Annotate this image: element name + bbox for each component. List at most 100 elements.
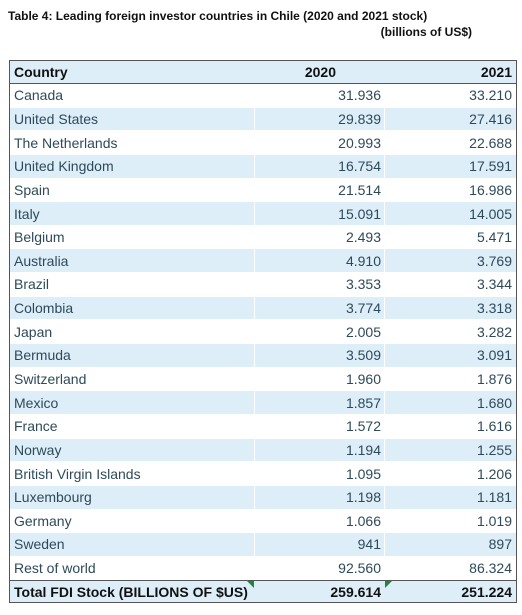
row-2021: 3.344 [384,273,516,296]
table-row: Italy 15.091 14.005 [10,202,516,226]
row-2021: 1.206 [384,462,516,485]
row-country: United Kingdom [14,158,114,175]
row-2020: 1.960 [254,367,384,391]
table-row: Spain 21.514 16.986 [10,178,516,203]
row-2020: 4.910 [254,249,384,273]
row-country: Mexico [14,394,59,411]
total-2021: 251.224 [384,581,516,603]
row-2020: 1.572 [254,414,384,438]
row-2020: 15.091 [254,202,384,225]
table-row: United States 29.839 27.416 [10,107,516,132]
row-2020: 1.198 [254,485,384,509]
table-row: Luxembourg 1.198 1.181 [10,485,516,510]
header-country: Country [14,64,68,80]
row-2021: 1.616 [384,414,516,438]
row-2021: 3.769 [384,249,516,273]
fdi-table: Country 2020 2021 Canada 31.936 33.210 Unit… [9,60,517,604]
row-country: Spain [14,181,50,198]
row-country: Luxembourg [14,489,92,506]
row-country: Switzerland [14,371,87,387]
table-header-row: Country 2020 2021 [10,61,516,84]
row-2021: 27.416 [384,107,516,131]
row-2020: 21.514 [254,178,384,202]
row-2021: 1.255 [384,438,516,462]
error-indicator-icon [385,581,392,589]
row-2020: 92.560 [254,556,384,580]
row-2020: 1.066 [254,509,384,533]
table-row: Norway 1.194 1.255 [10,438,516,463]
table-row: Rest of world 92.560 86.324 [10,556,516,581]
total-label: Total FDI Stock (BILLIONS OF $US) [14,583,248,600]
row-country: Rest of world [14,560,96,577]
row-2021: 1.181 [384,485,516,509]
row-2020: 1.194 [254,438,384,462]
row-country: British Virgin Islands [14,465,141,482]
table-row: British Virgin Islands 1.095 1.206 [10,462,516,486]
row-country: Canada [14,87,64,104]
row-country: Bermuda [14,347,71,364]
total-label-cell: Total FDI Stock (BILLIONS OF $US) [10,581,254,602]
row-country: Germany [14,512,72,529]
table-row: The Netherlands 20.993 22.688 [10,131,516,155]
row-2021: 17.591 [384,154,516,178]
row-country: Norway [14,441,62,458]
row-2020: 3.353 [254,273,384,296]
row-2021: 16.986 [384,178,516,202]
row-2021: 897 [384,533,516,556]
row-country: Sweden [14,536,65,553]
row-2021: 5.471 [384,225,516,249]
row-2021: 3.091 [384,344,516,367]
error-indicator-icon [247,581,254,589]
table-row: France 1.572 1.616 [10,414,516,439]
row-country: Italy [14,205,40,222]
row-2020: 2.493 [254,225,384,249]
total-2021-value: 251.224 [461,583,512,600]
table-row: Switzerland 1.960 1.876 [10,367,516,392]
table-row: Australia 4.910 3.769 [10,249,516,274]
row-2020: 29.839 [254,107,384,131]
row-2021: 1.680 [384,391,516,414]
row-country: Australia [14,252,69,269]
row-2021: 3.282 [384,320,516,344]
table-row: Belgium 2.493 5.471 [10,225,516,250]
table-row: Sweden 941 897 [10,533,516,557]
table-row: Brazil 3.353 3.344 [10,273,516,297]
row-country: United States [14,110,99,127]
row-country: Brazil [14,276,50,293]
row-2021: 14.005 [384,202,516,225]
header-2020: 2020 [254,61,384,83]
row-2021: 1.019 [384,509,516,533]
table-row: Mexico 1.857 1.680 [10,391,516,415]
row-2020: 31.936 [254,84,384,107]
table-row: Canada 31.936 33.210 [10,84,516,108]
row-2020: 20.993 [254,131,384,154]
row-2020: 3.509 [254,344,384,367]
row-country: The Netherlands [14,134,118,151]
row-country: Colombia [14,300,74,317]
total-2020: 259.614 [254,581,384,603]
table-title: Table 4: Leading foreign investor countr… [8,9,428,23]
row-2020: 1.857 [254,391,384,414]
table-row: Germany 1.066 1.019 [10,509,516,534]
row-2021: 1.876 [384,367,516,391]
table-row: Japan 2.005 3.282 [10,320,516,345]
row-country: Belgium [14,229,65,246]
row-2020: 941 [254,533,384,556]
row-2020: 1.095 [254,462,384,485]
total-row: Total FDI Stock (BILLIONS OF $US) 259.61… [10,580,516,604]
row-2020: 2.005 [254,320,384,344]
total-2020-value: 259.614 [330,583,381,600]
row-2021: 22.688 [384,131,516,154]
row-2021: 33.210 [384,84,516,107]
table-subtitle: (billions of US$) [380,25,472,39]
row-2020: 16.754 [254,154,384,178]
row-2020: 3.774 [254,296,384,320]
row-country: France [14,418,58,435]
row-2021: 3.318 [384,296,516,320]
row-country: Japan [14,323,53,340]
header-2021: 2021 [384,61,516,83]
table-row: Bermuda 3.509 3.091 [10,344,516,368]
table-row: Colombia 3.774 3.318 [10,296,516,321]
row-2021: 86.324 [384,556,516,580]
table-row: United Kingdom 16.754 17.591 [10,154,516,179]
